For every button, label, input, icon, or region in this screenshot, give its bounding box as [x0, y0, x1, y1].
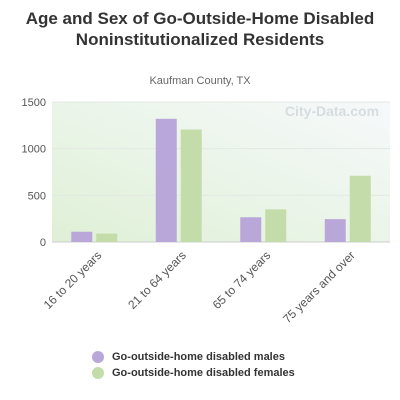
- legend-swatch-females: [92, 367, 104, 379]
- y-tick-label: 1000: [22, 144, 46, 156]
- legend-item-females: Go-outside-home disabled females: [92, 365, 295, 381]
- x-axis-ticks: 16 to 20 years 21 to 64 years 65 to 74 yea…: [41, 248, 358, 326]
- y-tick-label: 1500: [22, 97, 46, 109]
- y-tick-label: 500: [28, 190, 46, 202]
- legend: Go-outside-home disabled males Go-outsid…: [92, 349, 295, 381]
- bar-females: [180, 129, 202, 242]
- x-tick-label: 16 to 20 years: [41, 248, 105, 312]
- legend-swatch-males: [92, 351, 104, 363]
- chart-title-text: Age and Sex of Go-Outside-Home Disabled …: [25, 9, 375, 49]
- y-axis-ticks: 0 500 1000 1500: [22, 97, 46, 249]
- legend-label-females: Go-outside-home disabled females: [112, 367, 295, 379]
- bars: [71, 118, 371, 242]
- x-tick-label: 75 years and over: [280, 248, 358, 326]
- bar-males: [324, 219, 346, 242]
- bar-females: [265, 209, 287, 242]
- watermark: City-Data.com: [285, 103, 379, 119]
- legend-label-males: Go-outside-home disabled males: [112, 351, 285, 363]
- bar-males: [155, 118, 177, 242]
- chart-title: Age and Sex of Go-Outside-Home Disabled …: [0, 8, 400, 50]
- legend-item-males: Go-outside-home disabled males: [92, 349, 295, 365]
- bar-males: [240, 217, 262, 242]
- bar-males: [71, 231, 93, 242]
- bar-females: [96, 233, 118, 242]
- y-tick-label: 0: [40, 237, 46, 249]
- chart-subtitle: Kaufman County, TX: [149, 75, 251, 87]
- x-tick-label: 65 to 74 years: [210, 248, 274, 312]
- plot-area: [52, 102, 390, 242]
- x-tick-label: 21 to 64 years: [125, 248, 189, 312]
- bar-females: [349, 175, 371, 242]
